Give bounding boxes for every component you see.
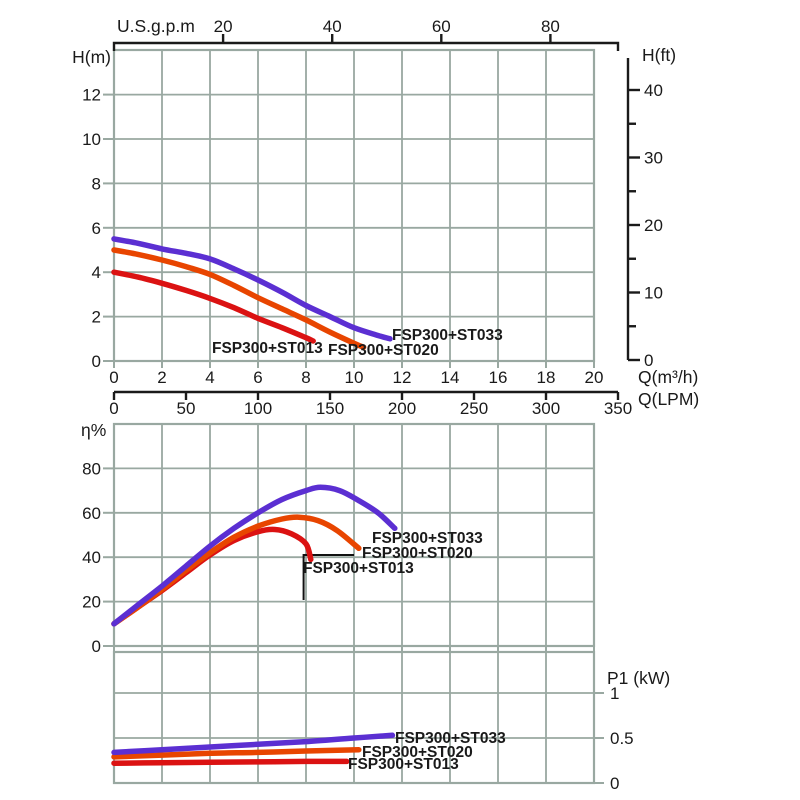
head-m-tick-label: 12 (82, 86, 101, 105)
power-axis-title: P1 (kW) (607, 668, 670, 688)
flow-m3h-tick-label: 2 (157, 368, 166, 387)
curve-head-st033 (111, 236, 393, 342)
usgpm-tick-label: 60 (432, 17, 451, 36)
head-ft-tick-label: 40 (644, 81, 663, 100)
flow-lpm-tick-label: 50 (177, 399, 196, 418)
flow-m3h-tick-label: 10 (345, 368, 364, 387)
curve-head-st020 (111, 247, 367, 350)
head-m-tick-label: 10 (82, 130, 101, 149)
head-m-axis-title: H(m) (72, 47, 111, 67)
usgpm-axis-title: U.S.g.p.m (117, 16, 195, 36)
efficiency-curve-label-st033: FSP300+ST033 (372, 530, 483, 547)
head-ft-axis-title: H(ft) (642, 45, 676, 65)
usgpm-axis-line (112, 41, 620, 51)
black-axes (112, 34, 640, 400)
flow-m3h-tick-label: 0 (109, 368, 118, 387)
flow-lpm-tick-label: 300 (532, 399, 560, 418)
curve-labels: FSP300+ST013 FSP300+ST020 FSP300+ST033 F… (212, 327, 506, 773)
head-curve-label-st020: FSP300+ST020 (328, 342, 439, 359)
head-curve-label-st033: FSP300+ST033 (392, 327, 503, 344)
curve-power-st013 (111, 758, 350, 766)
power-curve-label-st033: FSP300+ST033 (395, 730, 506, 747)
head-m-tick-label: 2 (92, 308, 101, 327)
power-tick-label: 0 (610, 774, 619, 793)
efficiency-curve-label-st013: FSP300+ST013 (303, 560, 414, 577)
chart-border (112, 650, 596, 785)
performance-curves (111, 236, 398, 766)
efficiency-tick-label: 20 (82, 593, 101, 612)
head-ft-tick-label: 20 (644, 216, 663, 235)
flow-lpm-tick-label: 0 (109, 399, 118, 418)
power-curve-label-st013: FSP300+ST013 (348, 756, 459, 773)
head-m-tick-label: 8 (92, 174, 101, 193)
head-curve-label-st013: FSP300+ST013 (212, 340, 323, 357)
duty-point-marker (302, 553, 354, 601)
flow-lpm-tick-label: 200 (388, 399, 416, 418)
chart-grids (103, 48, 604, 785)
curve-head-st013 (111, 269, 316, 344)
power-curve-label-st020: FSP300+ST020 (362, 744, 473, 761)
flow-m3h-tick-label: 4 (205, 368, 214, 387)
head-m-tick-label: 4 (92, 263, 101, 282)
head-ft-tick-label: 0 (644, 351, 653, 370)
duty-corner-line (302, 553, 354, 601)
flow-lpm-tick-label: 150 (316, 399, 344, 418)
efficiency-tick-label: 60 (82, 504, 101, 523)
flow-m3h-tick-label: 8 (301, 368, 310, 387)
head-ft-tick-label: 30 (644, 149, 663, 168)
efficiency-tick-label: 40 (82, 548, 101, 567)
power-tick-label: 1 (610, 684, 619, 703)
flow-m3h-axis-title: Q(m³/h) (638, 367, 698, 387)
flow-m3h-tick-label: 18 (537, 368, 556, 387)
efficiency-tick-label: 0 (92, 637, 101, 656)
flow-lpm-tick-label: 250 (460, 399, 488, 418)
flow-m3h-tick-label: 12 (393, 368, 412, 387)
flow-lpm-tick-label: 350 (604, 399, 632, 418)
efficiency-tick-label: 80 (82, 459, 101, 478)
flow-m3h-tick-label: 14 (441, 368, 460, 387)
head-m-tick-label: 0 (92, 352, 101, 371)
curve-power-st020 (111, 746, 362, 760)
power-tick-label: 0.5 (610, 729, 634, 748)
usgpm-tick-label: 40 (323, 17, 342, 36)
usgpm-tick-label: 20 (214, 17, 233, 36)
curve-efficiency-st033 (111, 484, 398, 627)
usgpm-tick-label: 80 (541, 17, 560, 36)
head-m-tick-label: 6 (92, 219, 101, 238)
flow-lpm-axis-title: Q(LPM) (638, 389, 699, 409)
flow-m3h-tick-label: 16 (489, 368, 508, 387)
efficiency-axis-title: η% (81, 420, 106, 440)
flow-lpm-tick-label: 100 (244, 399, 272, 418)
curve-power-st033 (111, 732, 396, 756)
efficiency-curve-label-st020: FSP300+ST020 (362, 545, 473, 562)
axis-titles: U.S.g.p.m H(m) H(ft) Q(m³/h) Q(LPM) η% P… (72, 16, 699, 688)
flow-m3h-tick-label: 6 (253, 368, 262, 387)
flow-m3h-tick-label: 20 (585, 368, 604, 387)
head-ft-tick-label: 10 (644, 284, 663, 303)
